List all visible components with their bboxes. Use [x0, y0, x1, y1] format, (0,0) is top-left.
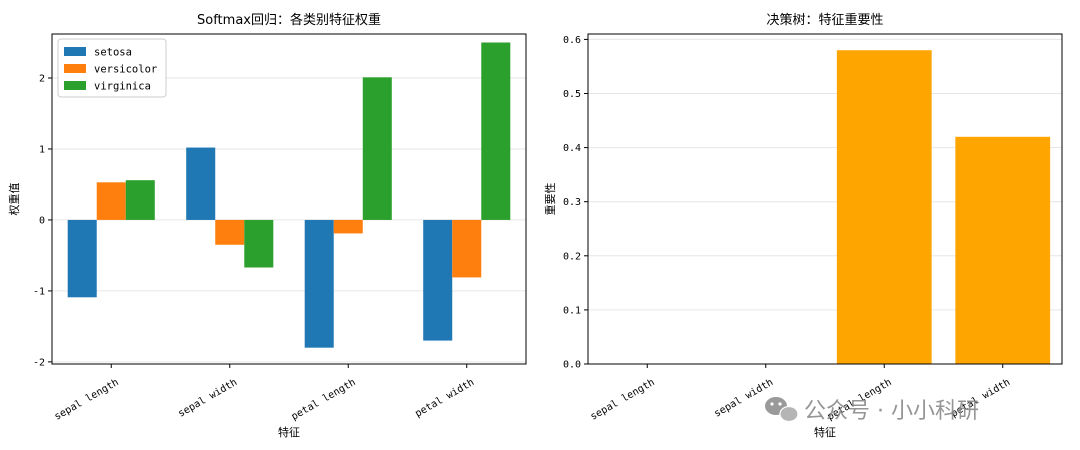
- bar-virginica-3: [362, 77, 392, 220]
- bar-setosa-3: [304, 219, 334, 348]
- bar-4: [955, 136, 1051, 364]
- legend-swatch-setosa: [64, 47, 86, 56]
- y-tick-label: 0.4: [563, 143, 581, 154]
- bar-virginica-1: [125, 180, 155, 220]
- y-tick-label: 0: [39, 215, 45, 226]
- plot-frame: [51, 33, 527, 365]
- y-axis-label: 重要性: [543, 183, 557, 216]
- bar-versicolor-1: [96, 182, 126, 220]
- y-tick-label: 0.2: [563, 251, 581, 262]
- x-tick-label: sepal length: [53, 377, 121, 423]
- chart-2: 0.0 0.1 0.2 0.3 0.4 0.5 0.6 sepal length sepal w…: [543, 12, 1063, 439]
- legend: setosa versicolor virginica: [57, 38, 167, 98]
- wechat-eye: [770, 402, 774, 406]
- x-tick-label: petal width: [413, 377, 476, 420]
- legend-label-virginica: virginica: [94, 81, 151, 93]
- y-tick-label: 0.6: [563, 35, 581, 46]
- bar-3: [836, 50, 932, 365]
- x-tick-label: sepal length: [589, 377, 657, 423]
- chart-title: Softmax回归：各类别特征权重: [197, 12, 381, 28]
- watermark: 公众号 · 小小科研: [765, 397, 979, 424]
- x-axis-label: 特征: [278, 425, 300, 439]
- y-tick-label: -1: [33, 286, 45, 297]
- y-axis-label: 权重值: [7, 183, 21, 216]
- y-tick-label: 1: [39, 144, 45, 155]
- bar-versicolor-4: [452, 219, 482, 278]
- chart-title: 决策树：特征重要性: [766, 12, 883, 28]
- x-axis-label: 特征: [814, 425, 836, 439]
- watermark-text: 公众号 · 小小科研: [804, 399, 979, 424]
- y-tick-label: 0.1: [563, 305, 581, 316]
- x-tick-label: sepal width: [712, 377, 775, 420]
- x-tick-label: petal length: [290, 377, 358, 423]
- bar-virginica-4: [481, 42, 511, 220]
- legend-label-versicolor: versicolor: [94, 64, 157, 76]
- bar-setosa-4: [423, 219, 453, 341]
- bar-versicolor-2: [215, 219, 245, 245]
- y-tick-label: 0.3: [563, 197, 581, 208]
- y-tick-label: -2: [33, 357, 45, 368]
- y-tick-label: 0.5: [563, 89, 581, 100]
- bar-setosa-2: [186, 147, 216, 220]
- wechat-bubble-small: [779, 405, 799, 423]
- y-tick-label: 2: [39, 74, 45, 85]
- x-tick-label: sepal width: [176, 377, 239, 420]
- legend-swatch-virginica: [64, 81, 86, 90]
- bar-virginica-2: [244, 219, 274, 268]
- legend-swatch-versicolor: [64, 64, 86, 73]
- legend-label-setosa: setosa: [94, 47, 132, 59]
- wechat-eye: [778, 402, 782, 406]
- bar-versicolor-3: [333, 219, 363, 234]
- bar-setosa-1: [67, 219, 97, 298]
- wechat-icon: [765, 397, 799, 423]
- plot-frame: [587, 33, 1063, 365]
- chart-1: -2 -1 0 1 2 sepal length sepal width petal leng…: [7, 12, 527, 439]
- y-tick-label: 0.0: [563, 360, 581, 371]
